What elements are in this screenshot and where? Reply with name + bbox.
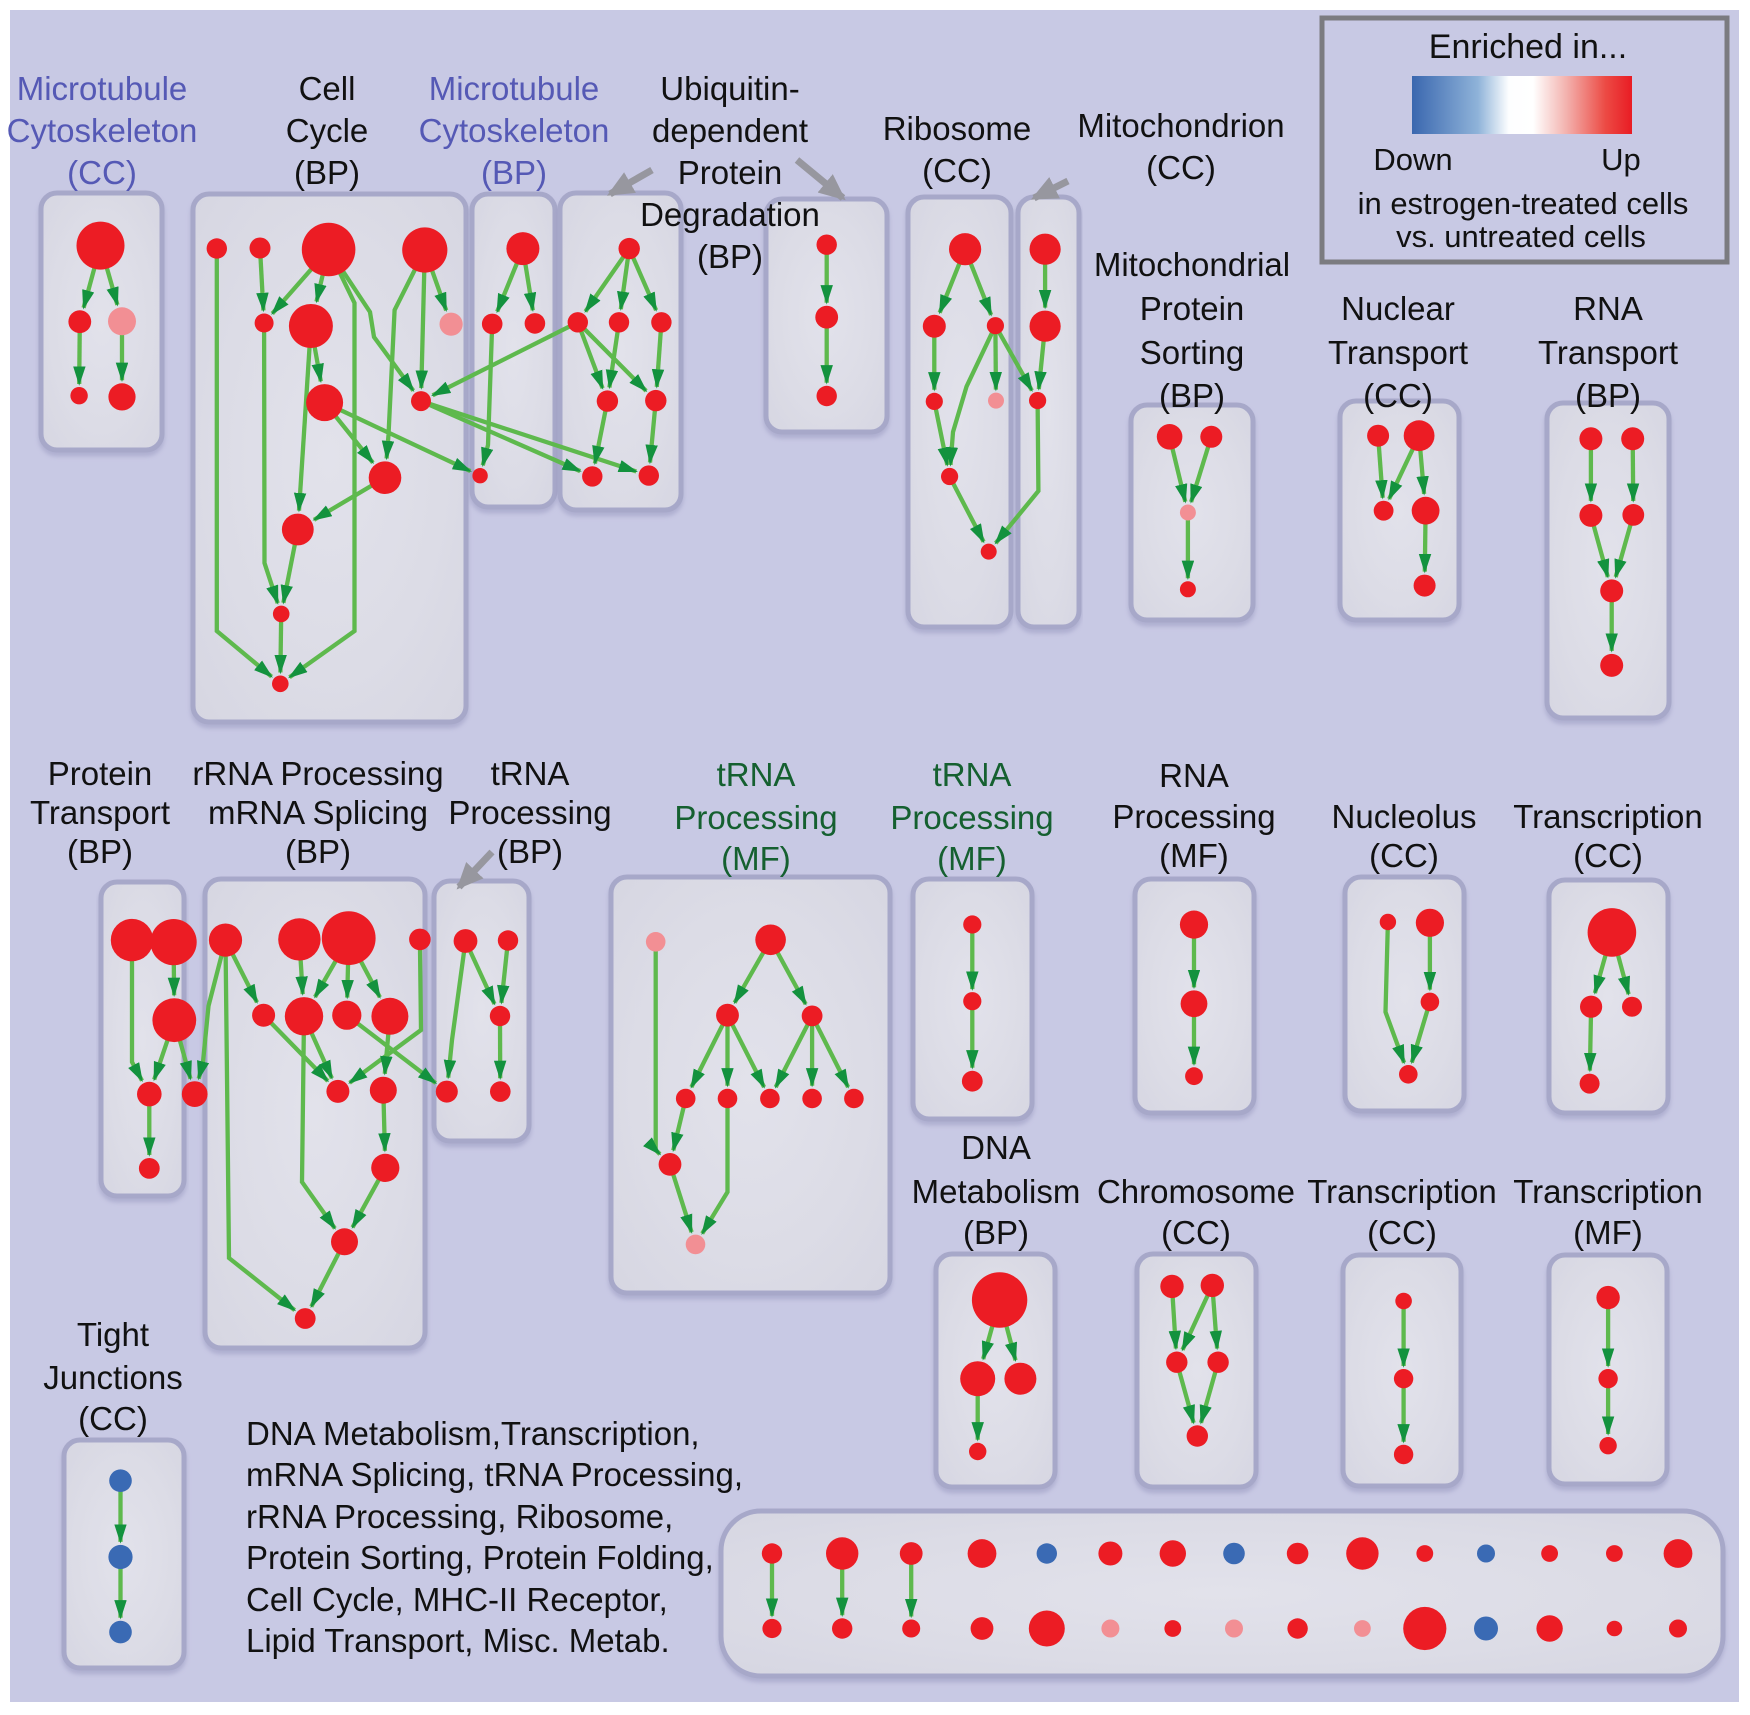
svg-text:Transport: Transport — [1538, 334, 1678, 371]
svg-text:Metabolism: Metabolism — [912, 1173, 1081, 1210]
svg-text:(CC): (CC) — [67, 154, 137, 191]
svg-text:(CC): (CC) — [78, 1400, 148, 1437]
svg-text:(CC): (CC) — [1146, 149, 1216, 186]
svg-text:tRNA: tRNA — [717, 756, 796, 793]
svg-text:Transcription: Transcription — [1307, 1173, 1497, 1210]
svg-text:Ubiquitin-: Ubiquitin- — [660, 70, 799, 107]
svg-text:Junctions: Junctions — [43, 1359, 182, 1396]
svg-text:DNA: DNA — [961, 1129, 1031, 1166]
svg-text:Mitochondrion: Mitochondrion — [1077, 107, 1284, 144]
svg-text:(MF): (MF) — [721, 840, 791, 877]
svg-text:Processing: Processing — [890, 799, 1053, 836]
svg-text:Nucleolus: Nucleolus — [1332, 798, 1477, 835]
svg-text:(BP): (BP) — [294, 154, 360, 191]
svg-text:DNA Metabolism,Transcription,: DNA Metabolism,Transcription, — [246, 1415, 700, 1452]
svg-text:(MF): (MF) — [1573, 1214, 1643, 1251]
svg-text:(MF): (MF) — [1159, 837, 1229, 874]
svg-text:Microtubule: Microtubule — [17, 70, 188, 107]
svg-text:Cell: Cell — [299, 70, 356, 107]
svg-text:(BP): (BP) — [963, 1214, 1029, 1251]
svg-text:mRNA Splicing: mRNA Splicing — [208, 794, 428, 831]
svg-text:Up: Up — [1601, 142, 1641, 177]
svg-text:(CC): (CC) — [1573, 837, 1643, 874]
svg-text:Degradation: Degradation — [640, 196, 820, 233]
svg-text:(CC): (CC) — [922, 152, 992, 189]
svg-text:Transcription: Transcription — [1513, 1173, 1703, 1210]
svg-text:Processing: Processing — [674, 799, 837, 836]
svg-text:Processing: Processing — [1112, 798, 1275, 835]
svg-text:Ribosome: Ribosome — [883, 110, 1032, 147]
svg-text:mRNA Splicing, tRNA Processing: mRNA Splicing, tRNA Processing, — [246, 1456, 743, 1493]
svg-text:Protein: Protein — [48, 755, 153, 792]
svg-text:Transport: Transport — [30, 794, 170, 831]
svg-text:(BP): (BP) — [1159, 377, 1225, 414]
svg-text:Protein: Protein — [678, 154, 783, 191]
svg-text:Cytoskeleton: Cytoskeleton — [7, 112, 198, 149]
svg-text:Cytoskeleton: Cytoskeleton — [419, 112, 610, 149]
svg-text:tRNA: tRNA — [933, 756, 1012, 793]
svg-text:Protein Sorting, Protein Foldi: Protein Sorting, Protein Folding, — [246, 1539, 714, 1576]
svg-text:(BP): (BP) — [285, 833, 351, 870]
svg-text:vs. untreated cells: vs. untreated cells — [1396, 219, 1646, 254]
svg-text:in estrogen-treated cells: in estrogen-treated cells — [1358, 186, 1689, 221]
svg-text:rRNA Processing: rRNA Processing — [192, 755, 443, 792]
svg-text:Down: Down — [1373, 142, 1452, 177]
svg-text:Sorting: Sorting — [1140, 334, 1245, 371]
svg-text:(CC): (CC) — [1369, 837, 1439, 874]
svg-text:Processing: Processing — [448, 794, 611, 831]
svg-text:rRNA Processing, Ribosome,: rRNA Processing, Ribosome, — [246, 1498, 673, 1535]
svg-text:Cell Cycle, MHC-II Receptor,: Cell Cycle, MHC-II Receptor, — [246, 1581, 668, 1618]
svg-text:Nuclear: Nuclear — [1341, 290, 1455, 327]
svg-text:Microtubule: Microtubule — [429, 70, 600, 107]
svg-text:(BP): (BP) — [67, 833, 133, 870]
svg-text:Cycle: Cycle — [286, 112, 369, 149]
svg-text:Protein: Protein — [1140, 290, 1245, 327]
svg-text:(CC): (CC) — [1367, 1214, 1437, 1251]
svg-text:Chromosome: Chromosome — [1097, 1173, 1295, 1210]
svg-text:Transcription: Transcription — [1513, 798, 1703, 835]
svg-text:RNA: RNA — [1159, 757, 1229, 794]
svg-text:Tight: Tight — [77, 1316, 149, 1353]
svg-text:(BP): (BP) — [697, 238, 763, 275]
svg-text:(CC): (CC) — [1161, 1214, 1231, 1251]
svg-text:dependent: dependent — [652, 112, 808, 149]
svg-text:Transport: Transport — [1328, 334, 1468, 371]
svg-text:(BP): (BP) — [1575, 377, 1641, 414]
svg-text:Lipid Transport, Misc. Metab.: Lipid Transport, Misc. Metab. — [246, 1622, 670, 1659]
svg-text:RNA: RNA — [1573, 290, 1643, 327]
svg-text:(BP): (BP) — [497, 833, 563, 870]
svg-text:(BP): (BP) — [481, 154, 547, 191]
svg-text:(CC): (CC) — [1363, 377, 1433, 414]
svg-text:tRNA: tRNA — [491, 755, 570, 792]
svg-text:Mitochondrial: Mitochondrial — [1094, 246, 1290, 283]
svg-text:Enriched in...: Enriched in... — [1429, 28, 1627, 66]
svg-text:(MF): (MF) — [937, 840, 1007, 877]
